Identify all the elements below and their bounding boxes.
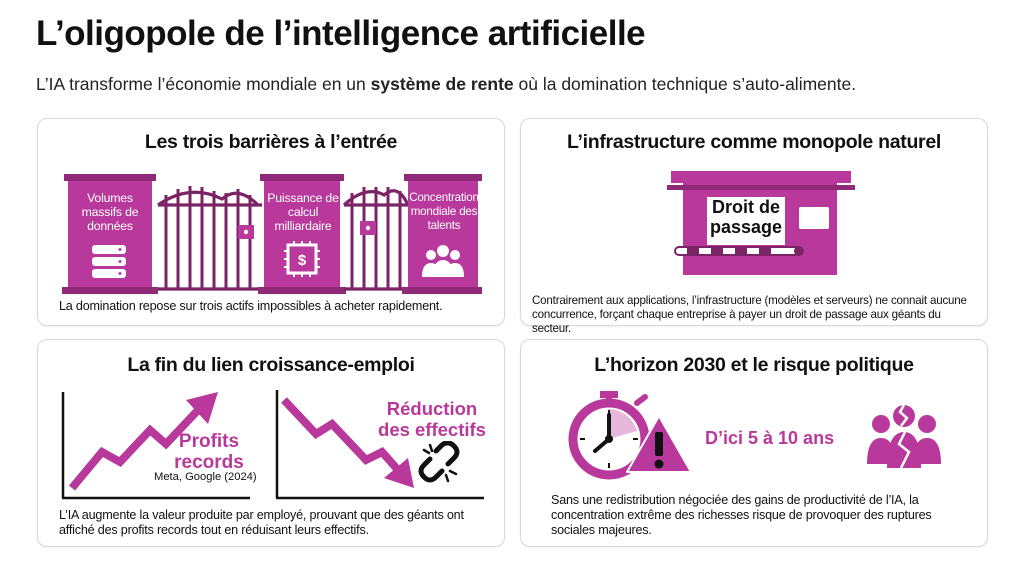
infra-card: L’infrastructure comme monopole naturel … [520,118,988,335]
broken-link-icon [418,441,460,483]
reduction-label: Réduction des effectifs [378,398,486,440]
horizon-timeframe: D’ici 5 à 10 ans [705,428,835,448]
chip-dollar-icon: $ [284,241,320,277]
barriers-title: Les trois barrières à l’entrée [144,131,398,153]
trend-up-icon [61,392,250,500]
toll-label: Droit de passage [709,197,783,237]
page-title: L’oligopole de l’intelligence artificiel… [36,14,646,53]
barriers-caption: La domination repose sur trois actifs im… [59,299,443,313]
people-icon [422,245,464,277]
pillar-compute-label: Puissance de calcul milliardaire [267,191,339,233]
crowd-icon [867,404,941,469]
infra-title: L’infrastructure comme monopole naturel [566,131,942,153]
gate-right [342,187,410,291]
horizon-title: L’horizon 2030 et le risque politique [594,354,914,376]
horizon-caption: Sans une redistribution négociée des gai… [551,493,932,537]
pillar-compute [258,174,346,294]
gate-left [157,186,262,291]
pillar-talent-label: Concentration mondiale des talents [409,191,479,232]
database-icon [92,245,126,278]
profits-source: Meta, Google (2024) [154,471,257,483]
subtitle-post: où la domination technique s’auto-alimen… [513,74,857,94]
subtitle-pre: L’IA transforme l’économie mondiale en u… [36,74,371,94]
clock-icon [568,391,650,480]
growth-caption: L’IA augmente la valeur produite par emp… [59,508,464,537]
horizon-card: L’horizon 2030 et le risque politique D’… [520,339,988,547]
growth-card: La fin du lien croissance-emploi Profits… [37,339,505,547]
lock-icon [360,221,376,235]
infra-caption: Contrairement aux applications, l’infras… [532,294,967,335]
warning-icon [626,415,692,473]
toll-barrier-icon [667,171,855,275]
pillar-data-label: Volumes massifs de données [81,191,139,233]
profits-label: Profits records [174,431,244,473]
barriers-illustration: $ [62,174,482,294]
growth-title: La fin du lien croissance-emploi [127,354,415,376]
subtitle-bold: système de rente [370,74,514,94]
pillar-talent [402,174,482,294]
lock-icon [238,225,254,239]
page-subtitle: L’IA transforme l’économie mondiale en u… [36,74,856,95]
trend-down-icon [275,390,484,500]
svg-text:$: $ [298,252,307,269]
barriers-card: Les trois barrières à l’entrée [37,118,505,326]
